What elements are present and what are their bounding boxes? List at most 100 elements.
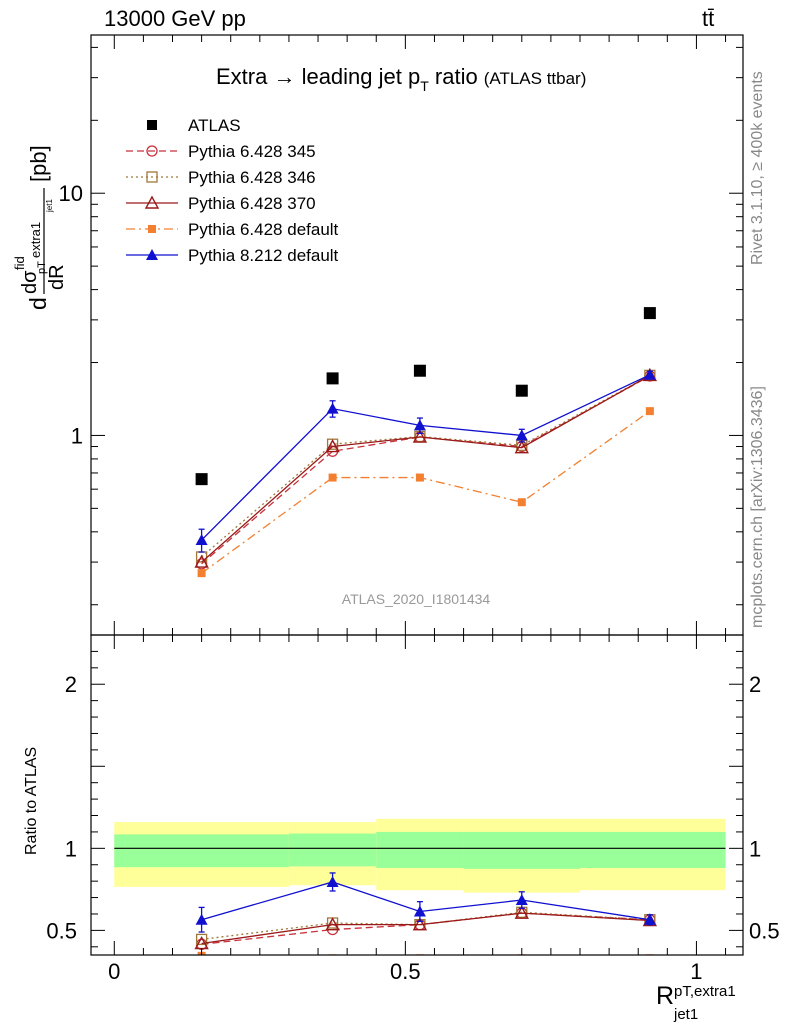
legend-marker	[144, 195, 160, 209]
main-line-pythia-6-428-345	[201, 375, 651, 565]
ratio-series-pythia-6-428-default	[197, 951, 654, 958]
main-series-pythia-6-428-345	[195, 370, 656, 570]
ratio-point-pythia-6-428-370	[412, 917, 428, 931]
chart-title: Extra → leading jet pT ratio (ATLAS ttbar…	[216, 64, 586, 94]
legend-label: Pythia 6.428 default	[188, 220, 339, 239]
ratio-series-pythia-6-428-370	[194, 905, 658, 950]
ratio-series-pythia-8-212-default	[195, 872, 656, 933]
y-label-pt: pT	[36, 261, 48, 274]
main-point-pythia-8-212-default	[643, 368, 656, 380]
ratio-line-pythia-6-428-370	[201, 912, 650, 945]
rivet-label: Rivet 3.1.10, ≥ 400k events	[749, 71, 766, 265]
x-label-sub: jet1	[673, 1006, 698, 1023]
y-label-fid: fid	[12, 256, 27, 270]
ratio-y-tick-label: 1	[65, 836, 77, 861]
main-series-pythia-6-428-370	[194, 367, 658, 568]
y-label-dr: dR	[46, 264, 68, 290]
ratio-band-inner	[288, 833, 377, 867]
main-line-pythia-8-212-default	[201, 374, 651, 541]
legend-label: Pythia 6.428 346	[188, 168, 316, 187]
ratio-point-pythia-6-428-346	[195, 933, 208, 946]
legend-entry-pythia-6-428-370: Pythia 6.428 370	[126, 194, 316, 213]
ratio-x-tick-label: 0.5	[390, 959, 421, 984]
main-point-pythia-6-428-default	[328, 473, 337, 482]
ratio-band-inner	[580, 831, 726, 869]
legend: ATLAS Pythia 6.428 345 Pythia 6.428 346 Pyt…	[126, 116, 339, 265]
x-label-sup: pT,extra1	[674, 983, 736, 1000]
main-line-pythia-6-428-default	[201, 410, 651, 574]
legend-marker	[146, 249, 158, 260]
main-point-atlas	[326, 372, 339, 385]
main-point-pythia-6-428-370	[514, 440, 529, 454]
main-point-pythia-8-212-default	[413, 419, 426, 431]
main-point-pythia-6-428-default	[415, 473, 424, 482]
main-point-atlas	[515, 384, 528, 397]
main-line-pythia-6-428-346	[201, 374, 651, 558]
energy-label: 13000 GeV pp	[104, 6, 246, 31]
main-series-pythia-6-428-346	[195, 369, 656, 563]
legend-marker	[147, 120, 157, 130]
ratio-band-inner	[114, 834, 289, 868]
legend-entry-pythia-6-428-default: Pythia 6.428 default	[126, 220, 339, 239]
ratio-point-pythia-8-212-default	[326, 875, 339, 887]
ratio-point-pythia-8-212-default	[413, 905, 426, 917]
legend-marker	[148, 225, 156, 233]
chart-title-tail: ratio	[429, 64, 478, 89]
main-point-pythia-6-428-default	[517, 498, 526, 507]
y-label-d: d	[25, 297, 51, 310]
ratio-point-pythia-8-212-default	[515, 894, 528, 906]
mcplots-label: mcplots.cern.ch [arXiv:1306.3436]	[749, 386, 766, 628]
legend-marker	[146, 145, 158, 157]
watermark: ATLAS_2020_I1801434	[342, 591, 491, 607]
main-point-pythia-8-212-default	[195, 534, 208, 546]
ratio-y-label: Ratio to ATLAS	[23, 747, 40, 855]
legend-label: Pythia 6.428 370	[188, 194, 316, 213]
ratio-y-tick-label-right: 1	[749, 836, 761, 861]
main-point-pythia-6-428-370	[325, 439, 340, 453]
y-label-unit: [pb]	[26, 145, 51, 182]
ratio-point-pythia-6-428-370	[325, 917, 340, 931]
y-axis-label: d dσ fid pT extra1 jet1 dR [pb]	[12, 145, 68, 310]
ratio-point-pythia-6-428-370	[514, 905, 529, 919]
legend-entry-pythia-6-428-345: Pythia 6.428 345	[126, 142, 316, 161]
x-label-main: R	[656, 982, 674, 1010]
legend-entry-atlas: ATLAS	[147, 116, 241, 135]
process-label: tt̄	[702, 6, 714, 31]
ratio-x-tick-label: 1	[690, 959, 702, 984]
y-label-sigma: dσ	[19, 270, 41, 294]
ratio-point-pythia-8-212-default	[195, 913, 208, 925]
chart-title-sub: T	[420, 78, 429, 94]
main-y-tick-label: 1	[71, 423, 83, 448]
legend-label: Pythia 8.212 default	[188, 246, 339, 265]
main-point-pythia-8-212-default	[515, 429, 528, 441]
y-label-jet1: jet1	[45, 199, 54, 213]
main-point-atlas	[413, 364, 426, 377]
main-point-pythia-6-428-default	[197, 569, 206, 578]
legend-entry-pythia-6-428-346: Pythia 6.428 346	[126, 168, 316, 187]
main-line-pythia-6-428-370	[201, 374, 651, 563]
ratio-point-pythia-8-212-default	[643, 913, 656, 925]
legend-label: ATLAS	[188, 116, 241, 135]
main-point-pythia-8-212-default	[326, 402, 339, 414]
ratio-y-tick-label: 2	[65, 672, 77, 697]
main-point-pythia-6-428-370	[194, 554, 209, 568]
x-axis-label: R pT,extra1 jet1	[656, 982, 736, 1023]
main-series-pythia-8-212-default	[195, 368, 656, 553]
main-point-atlas	[195, 473, 208, 486]
y-label-extra1: extra1	[28, 222, 43, 258]
ratio-line-pythia-6-428-default	[202, 956, 650, 958]
main-point-pythia-6-428-370	[412, 429, 428, 443]
main-y-tick-label: 10	[59, 181, 83, 206]
ratio-panel: 0.5 0.5 1 1 2 2 0 0.5 1 Ratio to ATLAS R pT,extr…	[23, 634, 780, 1023]
ratio-frame	[90, 634, 744, 956]
main-point-atlas	[643, 307, 656, 320]
chart-title-note: (ATLAS ttbar)	[484, 69, 587, 88]
chart-title-main: Extra → leading jet p	[216, 64, 420, 89]
main-series-pythia-6-428-default	[197, 407, 654, 578]
ratio-band-inner	[376, 831, 464, 869]
legend-label: Pythia 6.428 345	[188, 142, 316, 161]
legend-entry-pythia-8-212-default: Pythia 8.212 default	[126, 246, 339, 265]
ratio-y-tick-label-right: 2	[749, 672, 761, 697]
ratio-y-tick-label: 0.5	[46, 918, 77, 943]
